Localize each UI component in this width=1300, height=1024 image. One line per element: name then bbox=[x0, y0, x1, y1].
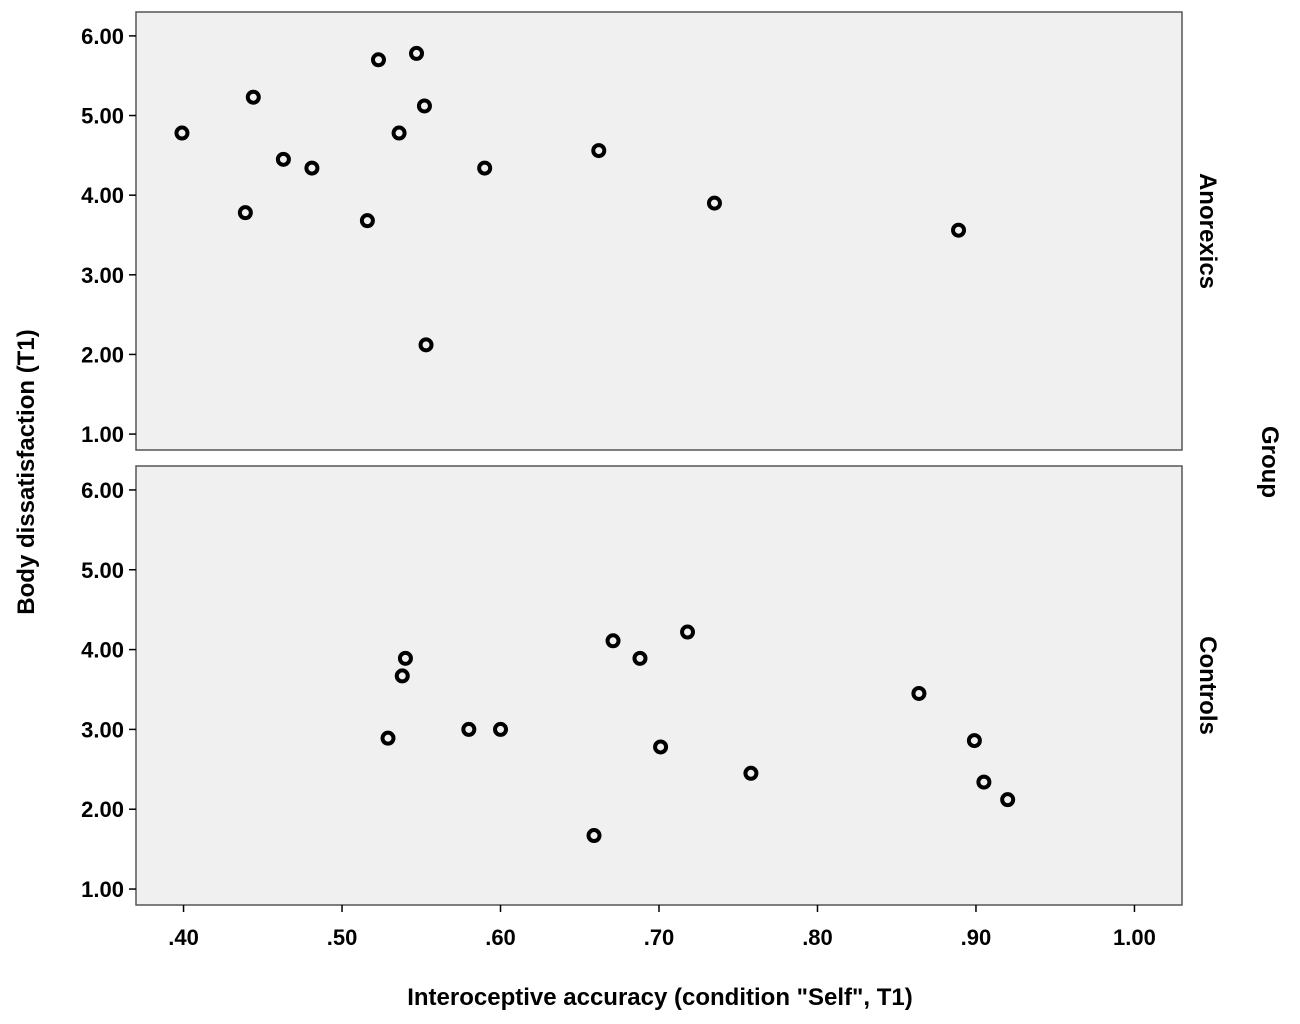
x-tick-label: 1.00 bbox=[1113, 925, 1156, 950]
facet-label-anorexics: Anorexics bbox=[1194, 173, 1221, 289]
x-axis: .40 .50 .60 .70 .80 .90 1.00 bbox=[168, 905, 1156, 950]
data-point-controls bbox=[380, 730, 396, 746]
data-point-anorexics bbox=[275, 151, 291, 167]
data-point-controls bbox=[680, 624, 696, 640]
y-tick-label: 5.00 bbox=[81, 104, 124, 129]
data-point-anorexics bbox=[370, 52, 386, 68]
y-tick-label: 4.00 bbox=[81, 183, 124, 208]
data-point-controls bbox=[966, 733, 982, 749]
data-point-controls bbox=[911, 685, 927, 701]
x-tick-label: .60 bbox=[485, 925, 516, 950]
data-point-controls bbox=[605, 633, 621, 649]
data-point-anorexics bbox=[951, 222, 967, 238]
facet-title: Group bbox=[1256, 426, 1283, 498]
x-tick-label: .70 bbox=[644, 925, 675, 950]
data-point-anorexics bbox=[174, 125, 190, 141]
data-point-controls bbox=[461, 721, 477, 737]
panel-anorexics: 1.00 2.00 3.00 4.00 5.00 6.00 Anorexics bbox=[81, 11, 1221, 451]
panel-background bbox=[135, 465, 1183, 906]
x-tick-label: .90 bbox=[961, 925, 992, 950]
y-tick-label: 2.00 bbox=[81, 797, 124, 822]
panel-background bbox=[135, 11, 1183, 451]
x-tick-label: .80 bbox=[802, 925, 833, 950]
panels-layer: 1.00 2.00 3.00 4.00 5.00 6.00 Anorexics 1.00 2.0… bbox=[81, 11, 1221, 906]
y-tick-label: 1.00 bbox=[81, 422, 124, 447]
data-point-anorexics bbox=[477, 160, 493, 176]
data-point-anorexics bbox=[706, 195, 722, 211]
y-tick-label: 6.00 bbox=[81, 478, 124, 503]
y-tick-label: 3.00 bbox=[81, 263, 124, 288]
y-tick-label: 3.00 bbox=[81, 717, 124, 742]
data-point-anorexics bbox=[591, 143, 607, 159]
data-point-controls bbox=[653, 739, 669, 755]
y-tick-label: 6.00 bbox=[81, 24, 124, 49]
x-axis-title: Interoceptive accuracy (condition "Self"… bbox=[407, 984, 913, 1011]
data-point-anorexics bbox=[391, 125, 407, 141]
y-tick-label: 1.00 bbox=[81, 877, 124, 902]
x-tick-label: .50 bbox=[327, 925, 358, 950]
data-point-controls bbox=[632, 650, 648, 666]
facet-label-controls: Controls bbox=[1194, 636, 1221, 735]
y-tick-label: 5.00 bbox=[81, 558, 124, 583]
data-point-anorexics bbox=[245, 89, 261, 105]
data-point-anorexics bbox=[304, 160, 320, 176]
data-point-controls bbox=[743, 765, 759, 781]
data-point-anorexics bbox=[237, 205, 253, 221]
data-point-controls bbox=[1000, 792, 1016, 808]
panel-controls: 1.00 2.00 3.00 4.00 5.00 6.00 Controls bbox=[81, 465, 1221, 906]
data-point-controls bbox=[493, 721, 509, 737]
data-point-anorexics bbox=[418, 337, 434, 353]
data-point-controls bbox=[976, 774, 992, 790]
y-tick-label: 2.00 bbox=[81, 342, 124, 367]
y-tick-label: 4.00 bbox=[81, 638, 124, 663]
data-point-controls bbox=[586, 828, 602, 844]
x-tick-label: .40 bbox=[168, 925, 199, 950]
data-point-anorexics bbox=[416, 98, 432, 114]
data-point-controls bbox=[397, 650, 413, 666]
data-point-anorexics bbox=[359, 213, 375, 229]
data-point-anorexics bbox=[409, 45, 425, 61]
y-axis-title: Body dissatisfaction (T1) bbox=[13, 329, 40, 614]
data-point-controls bbox=[394, 668, 410, 684]
